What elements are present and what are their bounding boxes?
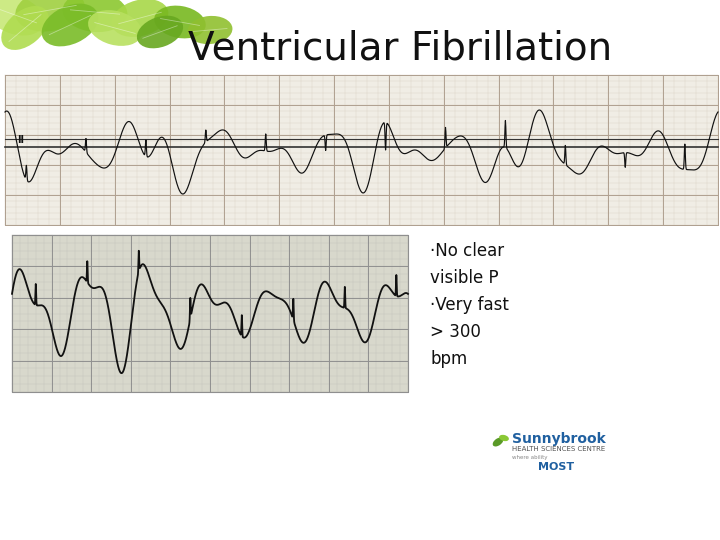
Ellipse shape xyxy=(0,0,44,36)
Text: ·No clear
visible P
·Very fast
> 300
bpm: ·No clear visible P ·Very fast > 300 bpm xyxy=(430,242,509,368)
Text: MOST: MOST xyxy=(538,462,574,472)
Bar xyxy=(5,75,718,225)
Ellipse shape xyxy=(187,16,233,44)
Ellipse shape xyxy=(154,5,206,38)
Ellipse shape xyxy=(499,435,509,441)
Ellipse shape xyxy=(492,437,503,447)
Bar xyxy=(12,235,408,392)
Ellipse shape xyxy=(1,6,49,50)
Ellipse shape xyxy=(63,0,127,32)
Ellipse shape xyxy=(137,16,183,48)
Text: Sunnybrook: Sunnybrook xyxy=(512,432,606,446)
Ellipse shape xyxy=(15,0,85,31)
Ellipse shape xyxy=(88,10,142,46)
Ellipse shape xyxy=(42,4,99,46)
Text: where ability: where ability xyxy=(512,456,547,461)
Text: II: II xyxy=(17,135,24,145)
Text: Ventricular Fibrillation: Ventricular Fibrillation xyxy=(188,29,612,67)
Ellipse shape xyxy=(112,0,168,37)
Text: HEALTH SCIENCES CENTRE: HEALTH SCIENCES CENTRE xyxy=(512,446,606,452)
